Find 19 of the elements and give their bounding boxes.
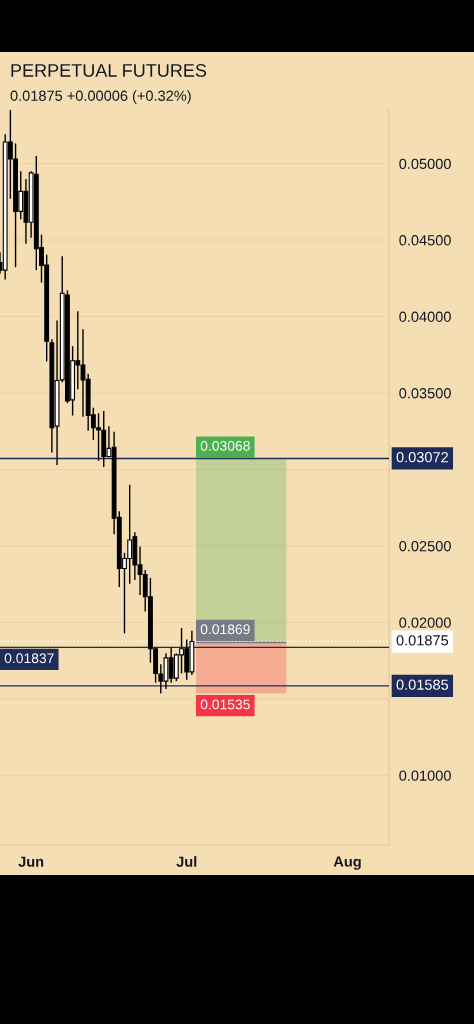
ref-line-label: 0.01837 bbox=[4, 653, 54, 664]
y-tick-label: 0.03500 bbox=[399, 388, 451, 399]
ref-line-label: 0.01585 bbox=[396, 679, 449, 690]
ref-line-label: 0.03072 bbox=[396, 452, 448, 463]
y-tick-label: 0.05000 bbox=[399, 158, 451, 169]
chart-subtitle: 0.01875 +0.00006 (+0.32%) bbox=[10, 90, 191, 104]
x-tick-label: Jul bbox=[176, 856, 197, 867]
chart-title: PERPETUAL FUTURES bbox=[11, 64, 207, 77]
y-tick-label: 0.04000 bbox=[399, 311, 451, 322]
x-tick-label: Aug bbox=[333, 856, 361, 870]
band-label: 0.01535 bbox=[200, 699, 250, 710]
x-tick-label: Jun bbox=[18, 856, 44, 867]
ref-line-label: 0.01869 bbox=[200, 624, 250, 635]
y-tick-label: 0.02500 bbox=[399, 541, 451, 552]
y-tick-label: 0.01000 bbox=[399, 770, 451, 781]
band-label: 0.03068 bbox=[200, 440, 250, 451]
y-tick-label: 0.02000 bbox=[399, 617, 451, 628]
y-tick-label: 0.04500 bbox=[399, 235, 451, 246]
ref-line-label: 0.01875 bbox=[396, 635, 449, 646]
